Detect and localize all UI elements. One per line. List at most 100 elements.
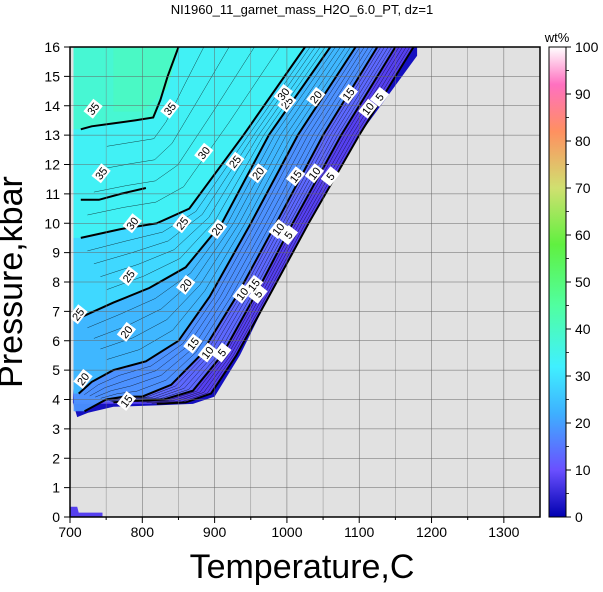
contour-label-30: 30 [194, 142, 214, 163]
contour-label-text: 20 [308, 89, 325, 106]
contour-label-20: 20 [176, 274, 196, 295]
contour-label-bg [244, 274, 264, 295]
x-tick-label: 1100 [344, 524, 374, 540]
contour-label-30: 30 [273, 84, 293, 104]
colorbar-gradient [548, 46, 567, 518]
contour-label-25: 25 [68, 304, 88, 325]
contour-label-text: 25 [174, 215, 191, 232]
x-tick-label: 1200 [416, 524, 447, 540]
contour-labels: 5555510101010101515151515202020202020252… [68, 84, 390, 411]
colorbar-tick-label: 100 [575, 39, 599, 55]
colorbar: wt% 0 10 20 30 40 50 60 70 80 90 100 [544, 30, 599, 525]
contour-label-15: 15 [285, 166, 306, 187]
contour-label-bg [122, 213, 142, 234]
contour-label-text: 15 [341, 86, 358, 103]
minor-contour-line [100, 47, 321, 277]
y-axis-label: Pressure,kbar [0, 176, 30, 388]
contour-label-bg [278, 225, 299, 245]
contour-label-5: 5 [320, 166, 340, 187]
contour-label-bg [183, 333, 203, 354]
contour-label-bg [248, 163, 268, 184]
contour-line-35 [80, 47, 180, 131]
contour-label-text: 10 [307, 165, 324, 182]
contour-label-text: 35 [93, 165, 110, 182]
y-tick-label: 2 [52, 450, 60, 466]
x-tick-label: 1300 [488, 524, 519, 540]
y-tick-label: 6 [52, 333, 60, 349]
contour-label-20: 20 [248, 163, 268, 184]
minor-contour-line [100, 47, 230, 170]
contour-label-15: 15 [338, 84, 359, 104]
minor-contour-line [87, 47, 280, 216]
y-tick-label: 1 [52, 480, 60, 496]
colorbar-label: wt% [544, 30, 570, 45]
contour-label-bg [116, 391, 137, 411]
contour-label-bg [172, 213, 192, 234]
noise-patch [70, 506, 103, 517]
contour-label-text: 25 [121, 268, 138, 285]
contour-label-text: 20 [210, 221, 227, 238]
contour-label-bg [358, 98, 378, 119]
contour-label-20: 20 [73, 368, 93, 389]
contour-label-20: 20 [207, 219, 228, 240]
contour-label-30: 30 [122, 213, 142, 234]
contour-label-10: 10 [358, 98, 378, 119]
y-tick-label: 16 [44, 39, 60, 55]
contour-line-5 [156, 47, 415, 405]
contour-label-bg [83, 98, 103, 119]
y-tick-label: 10 [44, 215, 60, 231]
colorbar-tick-label: 90 [575, 86, 591, 102]
y-tick-label: 11 [45, 186, 60, 202]
y-tick-label: 8 [52, 274, 60, 290]
colorbar-tick-label: 20 [575, 415, 591, 431]
contour-label-25: 25 [118, 266, 139, 287]
contour-label-text: 15 [288, 168, 305, 185]
contour-label-text: 30 [124, 215, 141, 232]
contour-label-25: 25 [172, 213, 192, 234]
colorbar-tick-label: 80 [575, 133, 591, 149]
minor-contour-line [136, 47, 400, 402]
contour-label-text: 15 [185, 336, 202, 353]
contour-label-text: 20 [250, 165, 267, 182]
x-tick-label: 800 [131, 524, 155, 540]
contour-label-35: 35 [160, 98, 180, 119]
contour-label-20: 20 [306, 86, 326, 107]
contour-label-bg [160, 98, 180, 119]
contour-label-text: 30 [196, 145, 213, 162]
minor-contour-line [151, 47, 411, 404]
contour-label-bg [338, 84, 359, 104]
contour-label-25: 25 [225, 151, 245, 172]
contour-label-bg [91, 163, 111, 184]
contour-label-text: 20 [178, 277, 195, 294]
contour-label-15: 15 [116, 391, 137, 411]
y-tick-label: 14 [44, 98, 60, 114]
y-tick-label: 9 [52, 245, 60, 261]
y-tick-label: 15 [44, 68, 60, 84]
band-40 [113, 47, 179, 112]
y-tick-label: 7 [52, 303, 60, 319]
contour-line-35 [80, 187, 147, 201]
contour-label-bg [277, 92, 297, 113]
contour-label-bg [118, 266, 139, 287]
contour-label-bg [306, 86, 326, 107]
y-tick-label: 13 [44, 127, 60, 143]
axes: 700 800 900 1000 1100 1200 1300012345678910111… [44, 39, 541, 540]
contour-label-bg [68, 304, 88, 325]
contour-label-20: 20 [116, 321, 137, 342]
contour-label-5: 5 [212, 342, 232, 363]
contour-label-bg [212, 342, 232, 363]
contour-label-text: 25 [227, 154, 244, 171]
minor-contour-line [106, 47, 326, 290]
y-tick-label: 4 [52, 392, 60, 408]
contour-label-text: 20 [119, 324, 136, 341]
minor-contour-line [146, 47, 407, 403]
contour-label-bg [369, 86, 390, 107]
y-tick-label: 12 [44, 157, 60, 173]
contour-label-bg [268, 219, 288, 240]
contour-label-text: 35 [85, 101, 102, 118]
colorbar-tick-label: 40 [575, 321, 591, 337]
x-tick-label: 700 [58, 524, 82, 540]
contour-label-bg [176, 274, 196, 295]
contour-label-bg [207, 219, 228, 240]
